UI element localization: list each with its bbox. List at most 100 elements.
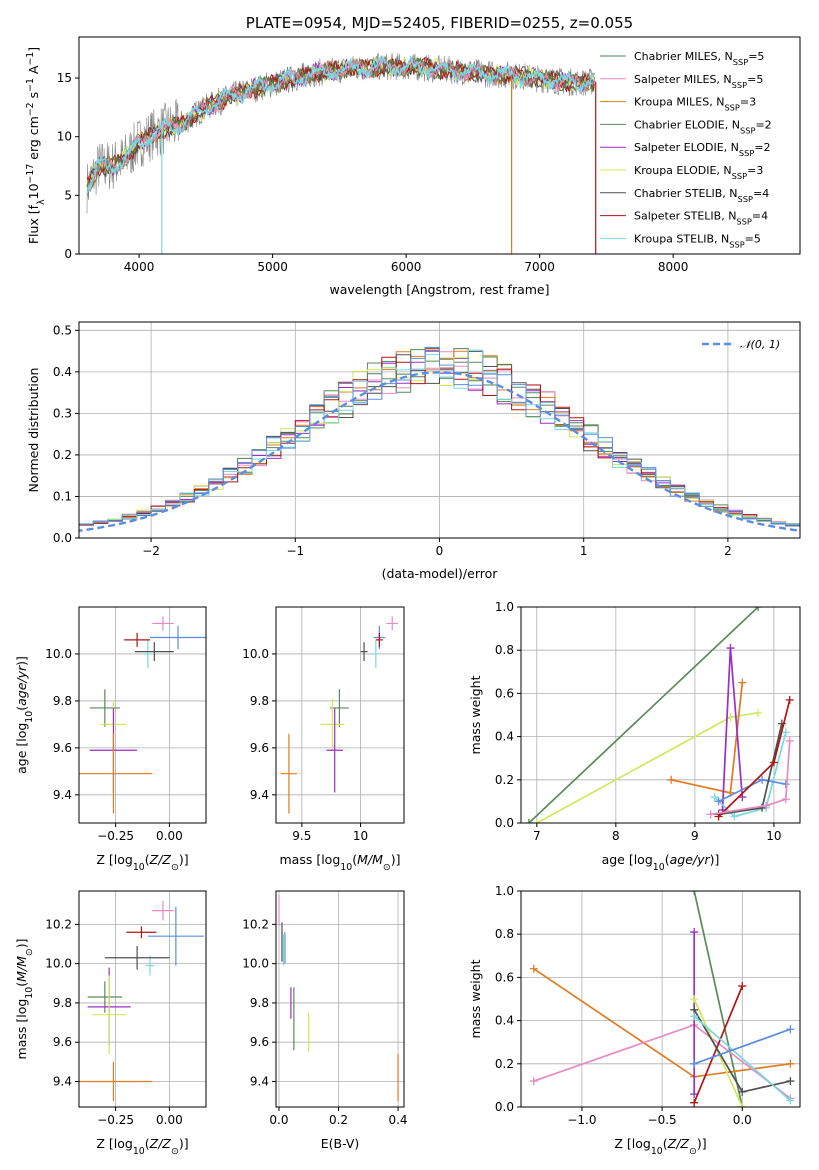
chart-massweight_vs_Z: −1.0 −0.5 0.0 0.0 0.2 0.4 0.6 0.8 1.0 mass weight…	[468, 884, 801, 1157]
x-tick-label: 10	[353, 829, 368, 843]
y-tick-label: 0.0	[53, 531, 72, 545]
plot-area	[86, 52, 597, 254]
errorbar-point-salpeter-stelib	[126, 926, 157, 939]
x-axis-label: E(B-V)	[321, 1136, 360, 1151]
y-tick-label: 0	[64, 247, 72, 261]
series-marker-salpeter-miles	[706, 810, 715, 819]
series-line-kroupa-miles	[671, 682, 744, 794]
y-tick-label: 9.6	[250, 1035, 269, 1049]
y-tick-label: 0.8	[495, 643, 514, 657]
errorbar-point-kroupa-miles	[79, 733, 153, 814]
y-tick-label: 0.6	[495, 970, 514, 984]
axes-frame	[78, 890, 207, 1108]
y-tick-label: 10.2	[242, 917, 269, 931]
errorbar-point-salpeter-miles	[152, 616, 174, 631]
y-tick-label: 9.6	[53, 741, 72, 755]
series-marker-blue	[781, 780, 790, 789]
series-marker-salpeter-elodie	[690, 1090, 699, 1099]
x-tick-label: 2	[724, 544, 732, 558]
errorbar-point-chabrier-elodie	[330, 689, 349, 727]
x-tick-label: 0	[436, 544, 444, 558]
plot-area	[276, 891, 404, 1107]
errorbar-point-kroupa-stelib	[145, 955, 155, 976]
x-axis-label: wavelength [Angstrom, rest frame]	[329, 282, 549, 297]
chart-mass_vs_ebv: 0.0 0.2 0.4 9.4 9.6 9.8 10.0 10.2 E(B-V)	[242, 890, 408, 1151]
x-tick-label: 0.0	[269, 1113, 288, 1127]
y-axis-label: mass weight	[468, 959, 483, 1038]
x-tick-label: 9	[691, 829, 699, 843]
errorbar-point-blue	[150, 625, 206, 650]
errorbar-point-kroupa-elodie	[91, 975, 127, 1054]
x-axis-label: mass [log10(M/M⊙)]	[280, 852, 401, 873]
series-line-kroupa-elodie	[693, 998, 744, 1107]
series-marker-chabrier-stelib	[738, 1087, 747, 1096]
histogram-blue	[79, 347, 800, 528]
x-tick-label: 5000	[257, 260, 288, 274]
series-line-chabrier-elodie	[693, 891, 744, 1107]
series-marker-kroupa-elodie	[754, 708, 763, 717]
errorbar-point-kroupa-miles	[280, 733, 298, 814]
y-tick-label: 5	[64, 188, 72, 202]
plot-area	[79, 322, 800, 538]
y-axis-label: mass [log10(M/M⊙)]	[14, 939, 35, 1060]
chart-mass_vs_Z: −0.25 0.00 9.4 9.6 9.8 10.0 10.2 Z [log10(Z/Z⊙)…	[14, 890, 207, 1157]
legend-label-chabrier-elodie: Chabrier ELODIE, NSSP=2	[634, 118, 772, 135]
gaussian-curve	[79, 371, 800, 532]
errorbar-point-salpeter-stelib	[124, 632, 151, 647]
series-marker-kroupa-stelib	[710, 793, 719, 802]
series-marker-kroupa-stelib	[781, 728, 790, 737]
chart-residuals: −2 −1 0 1 2 0.0 0.1 0.2 0.3 0.4 0.5 𝒩(0, 1) (data-mo…	[26, 321, 801, 581]
axes-frame	[275, 890, 405, 1108]
x-tick-label: 7000	[524, 260, 555, 274]
series-marker-kroupa-stelib	[730, 812, 739, 821]
series-marker-salpeter-stelib	[690, 1098, 699, 1107]
plot-area	[521, 891, 800, 1107]
y-tick-label: 10.0	[242, 957, 269, 971]
y-tick-label: 0.1	[53, 489, 72, 503]
x-tick-label: 9.5	[292, 829, 311, 843]
x-tick-label: 0.00	[156, 829, 183, 843]
series-line-salpeter-stelib	[693, 985, 744, 1104]
legend-label-salpeter-miles: Salpeter MILES, NSSP=5	[634, 73, 763, 90]
chart-massweight_vs_age: 7 8 9 10 0.0 0.2 0.4 0.6 0.8 1.0 mass weight age [l…	[468, 600, 801, 873]
errorbar-point-kroupa-stelib	[372, 639, 380, 669]
legend-label-kroupa-elodie: Kroupa ELODIE, NSSP=3	[634, 164, 763, 181]
chart-age_vs_Z: −0.25 0.00 9.4 9.6 9.8 10.0 Z [log10(Z/Z⊙)] age…	[14, 606, 207, 873]
series-marker-salpeter-miles	[762, 801, 771, 810]
series-marker-kroupa-elodie	[690, 995, 699, 1003]
axes-frame	[78, 36, 801, 255]
series-marker-blue	[714, 797, 723, 806]
model-line-kroupa-stelib	[86, 54, 595, 194]
y-tick-label: 9.8	[53, 694, 72, 708]
x-axis-label: Z [log10(Z/Z⊙)]	[96, 1136, 188, 1157]
plot-area	[79, 607, 206, 823]
y-tick-label: 9.4	[250, 1074, 269, 1088]
axes-frame	[520, 890, 801, 1108]
errorbar-point-chabrier-stelib	[134, 642, 174, 661]
x-tick-label: −1	[286, 544, 304, 558]
x-tick-label: 0.2	[329, 1113, 348, 1127]
errorbar-point-salpeter-miles	[386, 616, 399, 631]
x-axis-label: Z [log10(Z/Z⊙)]	[614, 1136, 706, 1157]
x-tick-label: −0.5	[648, 1113, 677, 1127]
axes-frame	[78, 606, 207, 824]
series-marker-kroupa-elodie	[738, 1103, 747, 1107]
series-line-chabrier-stelib	[718, 723, 783, 816]
plot-area	[79, 891, 206, 1107]
x-axis-label: Z [log10(Z/Z⊙)]	[96, 852, 188, 873]
x-tick-label: −1.0	[567, 1113, 596, 1127]
plot-area	[276, 607, 404, 823]
x-tick-label: 10	[766, 829, 781, 843]
y-tick-label: 0.2	[53, 448, 72, 462]
series-marker-salpeter-stelib	[769, 758, 778, 767]
legend-label-gaussian: 𝒩(0, 1)	[740, 338, 780, 351]
y-tick-label: 0.4	[495, 1014, 514, 1028]
series-marker-kroupa-miles	[667, 775, 676, 784]
y-tick-label: 9.8	[250, 694, 269, 708]
series-marker-blue	[690, 1059, 699, 1068]
y-tick-label: 10.0	[45, 957, 72, 971]
errorbar-point-chabrier-stelib	[360, 642, 368, 661]
series-marker-chabrier-elodie	[524, 819, 533, 823]
y-tick-label: 9.4	[53, 1074, 72, 1088]
